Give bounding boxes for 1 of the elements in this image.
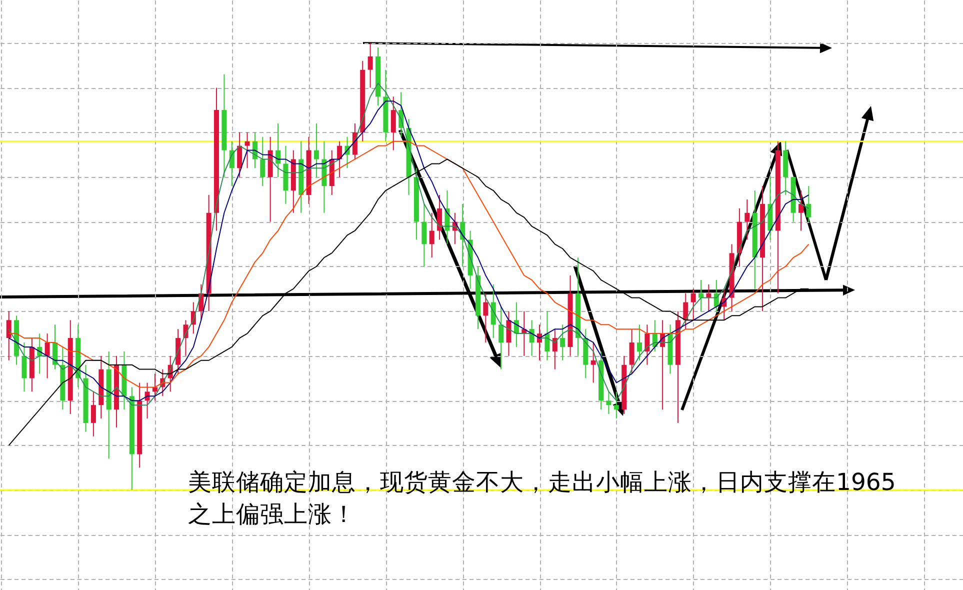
annotation: 美联储确定加息，现货黄金不大，走出小幅上涨，日内支撑在1965之上偏强上涨！	[188, 467, 897, 530]
